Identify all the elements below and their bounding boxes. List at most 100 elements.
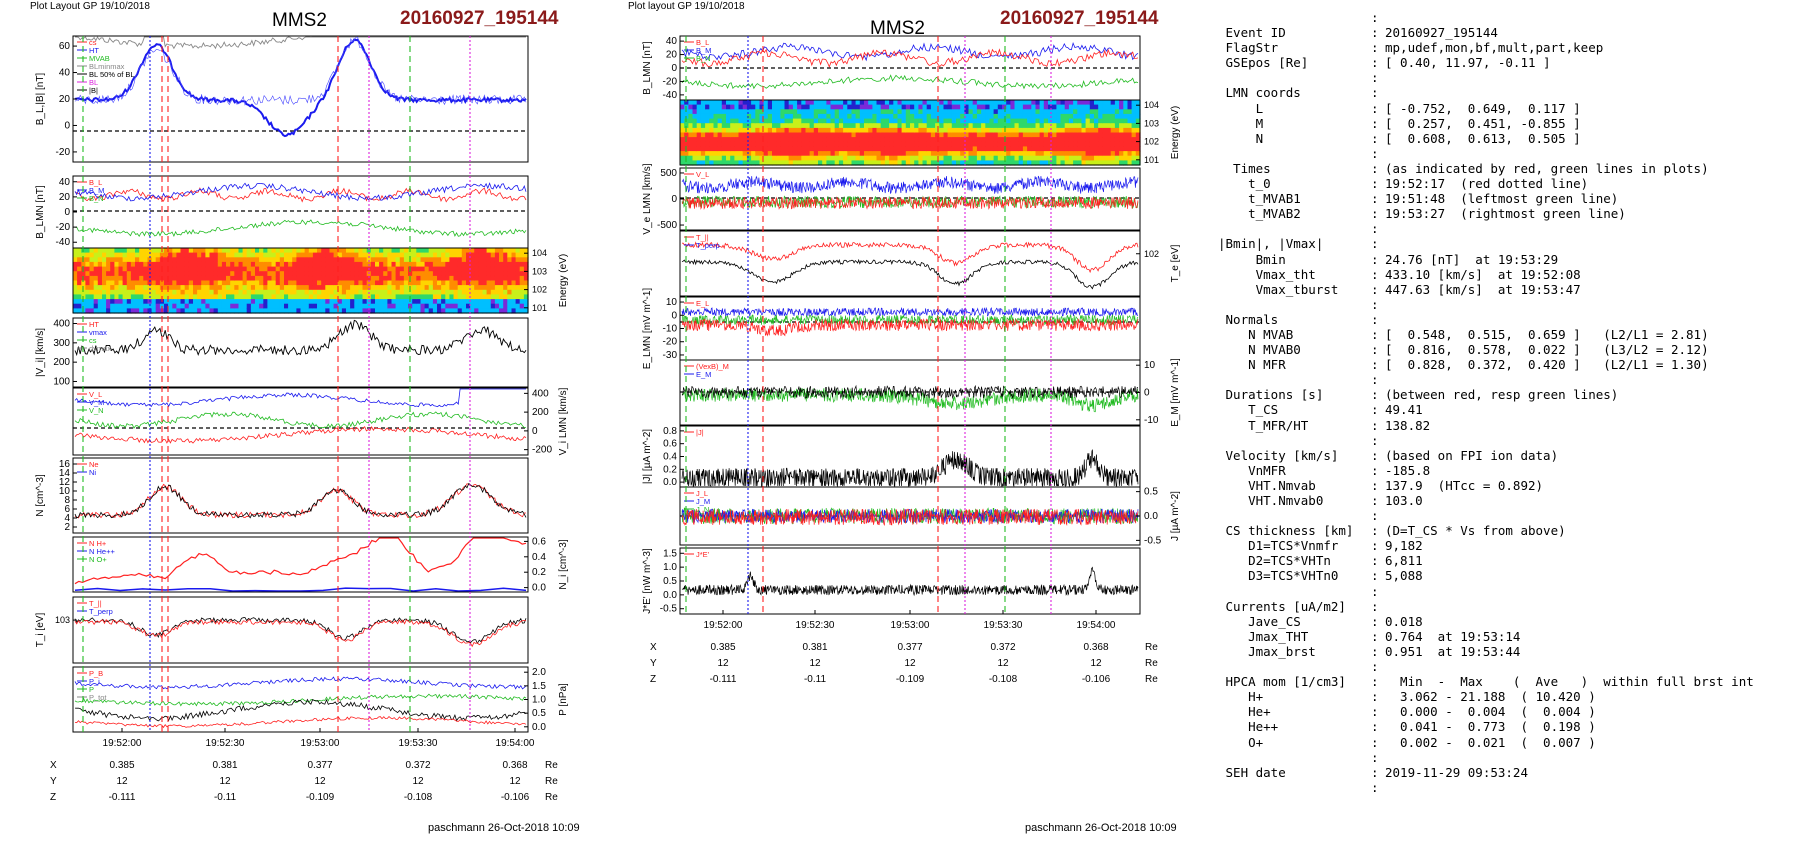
spectrogram-cell xyxy=(242,252,248,258)
spectrogram-cell xyxy=(905,109,911,115)
spectrogram-cell xyxy=(947,100,953,106)
spectrogram-cell xyxy=(490,248,496,254)
right-panel-4: 100-10-20-30E_LMN [mV m^-1] E_L xyxy=(642,288,1141,370)
spectrogram-cell xyxy=(490,280,496,286)
spectrogram-cell xyxy=(337,308,343,314)
spectrogram-cell xyxy=(259,248,264,254)
spectrogram-cell xyxy=(734,132,740,138)
spectrogram-cell xyxy=(859,146,865,152)
coord-value: -0.109 xyxy=(896,674,925,685)
spectrogram-cell xyxy=(275,271,281,277)
info-value: 433.10 [km/s] at 19:52:08 xyxy=(1385,266,1581,282)
spectrogram-cell xyxy=(788,127,794,134)
spectrogram-cell xyxy=(106,299,111,305)
spectrogram-cell xyxy=(424,275,430,282)
spectrogram-cell xyxy=(822,100,827,106)
spectrogram-cell xyxy=(985,123,991,129)
tick-label: 101 xyxy=(1144,155,1159,165)
spectrogram-cell xyxy=(884,118,890,124)
spectrogram-cell xyxy=(73,303,78,309)
spectrogram-cell xyxy=(478,308,484,314)
spectrogram-cell xyxy=(197,294,202,300)
spectrogram-cell xyxy=(490,252,496,258)
tick-label: 0 xyxy=(64,207,70,218)
spectrogram-cell xyxy=(346,289,351,295)
spectrogram-cell xyxy=(432,252,438,258)
spectrogram-cell xyxy=(81,285,86,291)
spectrogram-cell xyxy=(375,261,380,268)
spectrogram-cell xyxy=(734,146,740,152)
spectrogram-cell xyxy=(432,299,438,305)
spectrogram-cell xyxy=(910,127,915,134)
spectrogram-cell xyxy=(81,248,86,254)
coord-value: -0.106 xyxy=(1082,674,1111,685)
right-series-line xyxy=(681,41,1139,62)
spectrogram-cell xyxy=(792,151,798,157)
spectrogram-cell xyxy=(457,252,463,258)
spectrogram-cell xyxy=(292,303,297,309)
spectrogram-cell xyxy=(130,299,136,305)
spectrogram-cell xyxy=(713,132,719,138)
spectrogram-cell xyxy=(1068,109,1074,115)
spectrogram-cell xyxy=(956,160,961,166)
spectrogram-cell xyxy=(474,257,479,263)
spectrogram-cell xyxy=(329,285,335,291)
spectrogram-cell xyxy=(416,294,421,300)
left-series-line xyxy=(74,187,527,203)
info-row: Vmax_tht:433.10 [km/s] at 19:52:08 xyxy=(1218,267,1798,282)
spectrogram-cell xyxy=(1031,109,1037,115)
spectrogram-cell xyxy=(1018,104,1024,110)
spectrogram-cell xyxy=(1002,127,1007,134)
spectrogram-cell xyxy=(184,289,190,295)
panel-frame xyxy=(679,99,1141,166)
spectrogram-cell xyxy=(813,160,819,166)
spectrogram-cell xyxy=(346,261,351,268)
spectrogram-cell xyxy=(893,132,899,138)
spectrogram-cell xyxy=(246,308,252,314)
spectrogram-cell xyxy=(97,248,103,254)
spectrogram-cell xyxy=(453,261,459,268)
spectrogram-cell xyxy=(354,299,359,305)
spectrogram-cell xyxy=(759,137,765,143)
spectrogram-cell xyxy=(830,151,836,157)
spectrogram-cell xyxy=(230,285,235,291)
spectrogram-cell xyxy=(474,299,479,305)
spectrogram-cell xyxy=(809,160,815,166)
info-key: Times xyxy=(1218,160,1271,176)
spectrogram-cell xyxy=(230,275,235,282)
spectrogram-cell xyxy=(792,123,798,129)
spectrogram-cell xyxy=(864,141,869,147)
spectrogram-cell xyxy=(1077,146,1083,152)
info-sep: : xyxy=(1371,477,1379,493)
spectrogram-cell xyxy=(188,289,194,295)
spectrogram-cell xyxy=(474,261,479,268)
spectrogram-cell xyxy=(81,275,86,282)
right-spacecraft-title: MMS2 xyxy=(870,18,925,39)
spectrogram-cell xyxy=(763,104,769,110)
spectrogram-cell xyxy=(1127,104,1133,110)
info-sep: : xyxy=(1371,251,1379,267)
spectrogram-cell xyxy=(1035,137,1041,143)
spectrogram-cell xyxy=(490,285,496,291)
spectrogram-cell xyxy=(838,155,844,161)
panel-frame xyxy=(72,175,529,249)
spectrogram-cell xyxy=(788,100,794,106)
spectrogram-cell xyxy=(453,271,459,277)
spectrogram-cell xyxy=(333,257,339,263)
spectrogram-cell xyxy=(1052,113,1057,120)
spectrogram-cell xyxy=(118,299,124,305)
spectrogram-cell xyxy=(713,155,719,161)
spectrogram-cell xyxy=(680,132,685,138)
spectrogram-cell xyxy=(838,141,844,147)
spectrogram-cell xyxy=(1131,141,1137,147)
spectrogram-cell xyxy=(275,289,281,295)
y-axis-label: E_LMN [mV m^-1] xyxy=(642,288,653,370)
spectrogram-cell xyxy=(234,294,239,300)
spectrogram-cell xyxy=(1006,113,1011,120)
spectrogram-cell xyxy=(876,127,882,134)
info-sep: : xyxy=(1371,326,1379,342)
spectrogram-cell xyxy=(449,266,455,272)
spectrogram-cell xyxy=(813,109,819,115)
